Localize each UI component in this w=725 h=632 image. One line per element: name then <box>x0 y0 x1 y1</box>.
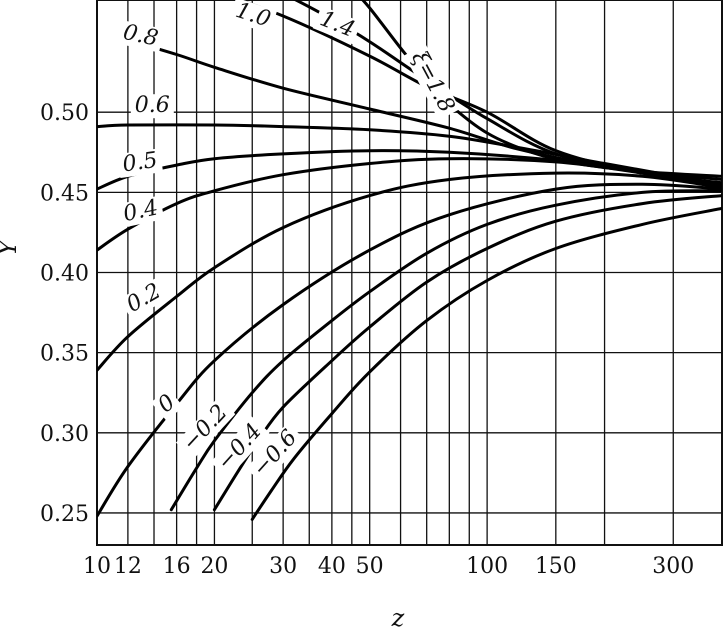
series-curve-11 <box>250 206 722 521</box>
series-curve-7 <box>97 171 722 372</box>
x-tick-label: 40 <box>318 554 346 579</box>
series-label-bg <box>117 195 165 228</box>
series-label-bg <box>228 0 278 34</box>
series-curve-4 <box>97 123 722 186</box>
x-tick-label: 300 <box>652 554 694 579</box>
series-label-bg <box>312 5 362 45</box>
tick-labels: 10 12 16 20 30 40 50 100 150 300 0.25 0.30 0.35 0.40 0… <box>40 101 694 579</box>
y-tick-label: 0.40 <box>40 262 89 287</box>
series-curve-9 <box>169 189 722 512</box>
x-tick-label: 20 <box>200 554 228 579</box>
series-label: 1.0 <box>233 0 274 33</box>
x-tick-label: 10 <box>83 554 111 579</box>
x-tick-label: 16 <box>163 554 191 579</box>
x-tick-label: 150 <box>535 554 577 579</box>
x-tick-label: 100 <box>466 554 508 579</box>
x-tick-label: 12 <box>114 554 142 579</box>
x-axis-title: z <box>391 604 405 632</box>
series-label-bg <box>116 20 165 53</box>
y-tick-label: 0.25 <box>40 502 89 527</box>
x-tick-label: 30 <box>269 554 297 579</box>
curve-labels: ξ=1.81.41.00.80.60.50.40.20−0.2−0.4−0.6 <box>116 0 461 485</box>
series-label: 0.6 <box>135 93 170 118</box>
y-axis-title: Y <box>0 238 22 256</box>
series-label-bg <box>117 148 164 179</box>
series-label-bg <box>175 397 236 460</box>
series-curve-6 <box>97 157 722 252</box>
y-tick-label: 0.35 <box>40 342 89 367</box>
series-label-bg <box>210 416 270 479</box>
series-label: 0.5 <box>121 148 159 178</box>
y-tick-label: 0.30 <box>40 422 89 447</box>
series-curve-8 <box>97 182 722 518</box>
series-label-bg <box>130 94 174 119</box>
series-label: ξ=1.8 <box>406 47 459 117</box>
x-tick-label: 50 <box>356 554 384 579</box>
grid <box>96 0 723 546</box>
series-label-bg <box>404 44 461 121</box>
y-tick-label: 0.50 <box>40 101 89 126</box>
series-label-bg <box>151 388 184 421</box>
y-tick-label: 0.45 <box>40 181 89 206</box>
series-label-bg <box>246 422 305 485</box>
series-label-bg <box>119 277 169 320</box>
